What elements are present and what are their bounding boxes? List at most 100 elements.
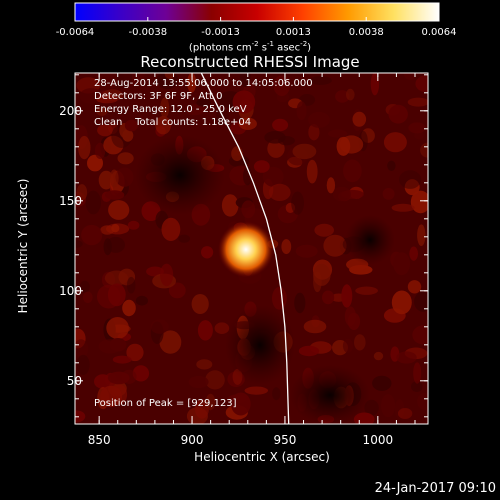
image-texture-blob (411, 381, 423, 392)
image-texture-blob (308, 111, 330, 128)
image-texture-blob (346, 88, 355, 101)
image-texture-blob (115, 167, 134, 187)
image-texture-blob (272, 387, 281, 401)
image-texture-blob (196, 359, 213, 370)
image-texture-blob (272, 118, 289, 132)
image-texture-blob (106, 236, 125, 253)
x-tick-label: 1000 (362, 433, 394, 447)
image-texture-blob (267, 139, 285, 158)
colorbar-tick-label: 0.0038 (348, 27, 384, 38)
image-texture-blob (417, 224, 426, 246)
image-texture-blob (124, 119, 138, 132)
colorbar-units: (photons cm-2 s-1 asec-2) (188, 40, 312, 54)
image-texture-blob (339, 135, 364, 154)
image-texture-blob (78, 135, 91, 160)
image-texture-blob (75, 240, 83, 248)
image-texture-blob (228, 394, 247, 404)
image-texture-blob (253, 160, 270, 173)
image-texture-blob (221, 194, 239, 217)
image-texture-blob (185, 104, 205, 116)
image-texture-blob (278, 136, 295, 146)
image-texture-blob (370, 73, 380, 96)
image-texture-blob (155, 116, 171, 135)
solar-limb (200, 73, 290, 424)
image-texture-blob (355, 286, 378, 295)
image-texture-blob (372, 375, 392, 391)
image-texture-blob (76, 354, 90, 375)
image-texture-blob (194, 399, 209, 419)
image-texture-blob (196, 98, 211, 107)
image-texture-blob (241, 200, 256, 219)
footer-timestamp: 24-Jan-2017 09:10 (374, 481, 496, 496)
dark-region (345, 215, 395, 265)
image-texture-blob (106, 317, 129, 339)
image-texture-blob (281, 239, 292, 255)
image-texture-blob (273, 75, 290, 97)
image-texture-blob (98, 170, 114, 190)
image-texture-blob (117, 152, 134, 165)
clean-counts-text: Clean Total counts: 1.18e+04 (94, 117, 252, 128)
time-range-text: 28-Aug-2014 13:55:06.000 to 14:05:06.000 (94, 78, 313, 89)
image-texture-blob (309, 76, 332, 85)
y-tick-label: 100 (59, 283, 82, 298)
image-texture-blob (332, 186, 351, 202)
image-texture-blob (268, 183, 291, 201)
y-tick-label: 200 (59, 103, 82, 118)
image-texture-blob (292, 143, 317, 160)
image-texture-blob (205, 370, 225, 390)
image-texture-blob (107, 283, 126, 307)
image-texture-blob (160, 263, 174, 287)
image-texture-blob (205, 393, 216, 411)
image-texture-blob (354, 334, 366, 351)
y-axis-label: Heliocentric Y (arcsec) (16, 178, 30, 314)
image-texture-blob (146, 266, 164, 277)
image-texture-blob (415, 75, 428, 92)
detectors-text: Detectors: 3F 6F 9F, Att 0 (94, 91, 223, 102)
colorbar (74, 2, 440, 22)
image-texture-blob (127, 220, 140, 230)
image-texture-blob (122, 299, 136, 317)
image-texture-blob (104, 270, 129, 286)
image-texture-blob (188, 375, 209, 389)
energy-range-text: Energy Range: 12.0 - 25.0 keV (94, 104, 247, 115)
image-texture-blob (85, 190, 102, 215)
image-texture-blob (382, 188, 395, 200)
image-texture-blob (201, 246, 214, 259)
image-texture-blob (75, 410, 86, 423)
image-texture-blob (303, 319, 327, 334)
image-texture-blob (381, 394, 396, 418)
image-texture-blob (126, 276, 136, 294)
image-texture-blob (298, 345, 320, 357)
image-texture-blob (314, 223, 335, 237)
image-texture-blob (388, 104, 408, 124)
image-texture-blob (232, 90, 256, 114)
image-texture-blob (387, 160, 396, 171)
flare-source (217, 221, 274, 278)
image-texture-blob (414, 291, 428, 312)
image-texture-blob (191, 294, 209, 314)
image-texture-blob (408, 122, 426, 134)
peak-position-text: Position of Peak = [929,123] (94, 398, 237, 409)
dark-region (225, 305, 295, 385)
image-texture-blob (187, 73, 197, 93)
image-texture-blob (296, 101, 307, 121)
image-texture-blob (306, 159, 318, 184)
image-texture-blob (397, 408, 413, 419)
image-texture-blob (87, 154, 103, 172)
image-texture-blob (343, 159, 362, 183)
image-texture-blob (412, 325, 428, 345)
colorbar-tick-label: 0.0064 (421, 27, 457, 38)
image-texture-blob (197, 320, 213, 341)
image-texture-blob (107, 371, 130, 385)
image-texture-blob (399, 170, 422, 189)
image-texture-blob (111, 384, 128, 405)
image-texture-blob (106, 73, 118, 89)
image-texture-blob (161, 217, 181, 241)
plot-frame (74, 72, 429, 425)
colorbar-gradient (74, 2, 440, 22)
image-texture-blob (410, 190, 428, 214)
image-texture-blob (126, 343, 144, 362)
image-texture-blob (178, 234, 190, 243)
image-texture-blob (294, 292, 306, 314)
